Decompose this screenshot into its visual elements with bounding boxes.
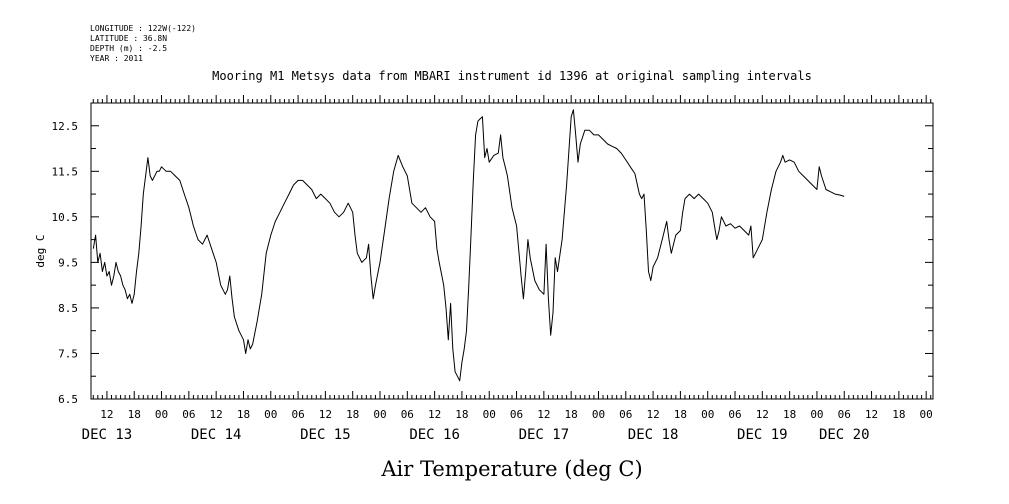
day-label: DEC 14 — [191, 427, 242, 443]
y-tick-label: 10.5 — [52, 211, 79, 224]
hour-tick-label: 06 — [728, 408, 741, 421]
day-label: DEC 17 — [519, 427, 570, 443]
day-label: DEC 13 — [82, 427, 133, 443]
hour-tick-label: 18 — [674, 408, 687, 421]
hour-tick-label: 06 — [838, 408, 851, 421]
y-tick-label: 8.5 — [58, 302, 78, 315]
hour-tick-label: 06 — [182, 408, 195, 421]
day-label: DEC 19 — [737, 427, 788, 443]
hour-tick-label: 00 — [810, 408, 823, 421]
hour-tick-label: 12 — [756, 408, 769, 421]
hour-tick-label: 18 — [128, 408, 141, 421]
hour-tick-label: 12 — [865, 408, 878, 421]
hour-tick-label: 12 — [428, 408, 441, 421]
hour-tick-label: 06 — [510, 408, 523, 421]
hour-tick-label: 06 — [619, 408, 632, 421]
series-layer — [92, 109, 845, 382]
day-label: DEC 15 — [300, 427, 351, 443]
y-axis-label: deg C — [34, 234, 47, 267]
y-tick-label: 6.5 — [58, 393, 78, 406]
metadata-header: LONGITUDE : 122W(-122) LATITUDE : 36.8N … — [90, 24, 196, 63]
hour-tick-label: 12 — [646, 408, 659, 421]
y-tick-label: 9.5 — [58, 256, 78, 269]
day-label: DEC 20 — [819, 427, 870, 443]
hour-tick-label: 12 — [537, 408, 550, 421]
hour-tick-label: 00 — [592, 408, 605, 421]
hour-tick-label: 00 — [155, 408, 168, 421]
y-tick-label: 7.5 — [58, 347, 78, 360]
hour-tick-label: 00 — [264, 408, 277, 421]
hour-tick-label: 18 — [783, 408, 796, 421]
hour-tick-label: 18 — [892, 408, 905, 421]
hour-tick-label: 18 — [455, 408, 468, 421]
plot-frame — [90, 102, 934, 400]
hour-tick-label: 06 — [291, 408, 304, 421]
hour-tick-label: 00 — [373, 408, 386, 421]
hour-tick-label: 18 — [565, 408, 578, 421]
depth-text: DEPTH (m) : -2.5 — [90, 44, 167, 53]
day-label: DEC 16 — [409, 427, 460, 443]
x-axis: 12 18 00 06 12 18 00 06 12 18 00 06 12 18 00 06 12 18 00 06… — [82, 95, 933, 443]
chart-title: Mooring M1 Metsys data from MBARI instru… — [212, 69, 812, 83]
hour-tick-label: 00 — [701, 408, 714, 421]
hour-tick-label: 18 — [237, 408, 250, 421]
hour-tick-label: 00 — [483, 408, 496, 421]
y-axis: 6.5 7.5 8.5 9.5 10.5 11.5 12.5 — [52, 102, 933, 406]
year-text: YEAR : 2011 — [90, 54, 143, 63]
longitude-text: LONGITUDE : 122W(-122) — [90, 24, 196, 33]
day-label: DEC 18 — [628, 427, 679, 443]
hour-tick-label: 12 — [210, 408, 223, 421]
hour-tick-label: 12 — [319, 408, 332, 421]
hour-tick-label: 12 — [100, 408, 113, 421]
y-tick-label: 11.5 — [52, 165, 79, 178]
hour-tick-label: 00 — [920, 408, 933, 421]
x-axis-label: Air Temperature (deg C) — [380, 457, 642, 481]
air-temperature-series-line — [92, 109, 845, 382]
latitude-text: LATITUDE : 36.8N — [90, 34, 167, 43]
hour-tick-label: 06 — [401, 408, 414, 421]
y-tick-label: 12.5 — [52, 120, 79, 133]
hour-tick-label: 18 — [346, 408, 359, 421]
